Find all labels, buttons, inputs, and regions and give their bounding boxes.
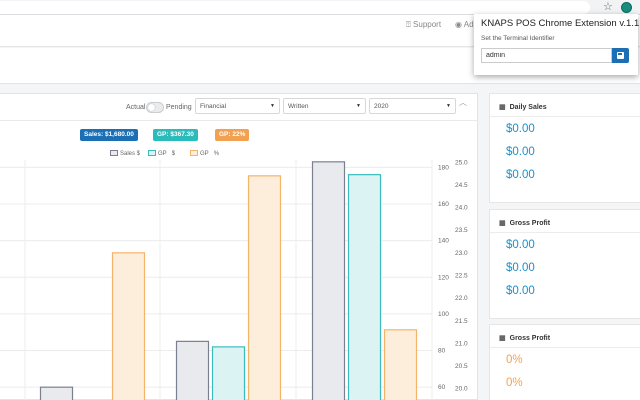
card-title: ▦ Gross Profit (499, 334, 550, 342)
y-left-tick-label: 120 (438, 274, 449, 281)
y-right-tick-label: 21.0 (455, 340, 468, 347)
card-title-text: Daily Sales (509, 104, 547, 111)
help-circle-icon: ⍰ (406, 20, 411, 29)
y-right-tick-label: 23.0 (455, 250, 468, 257)
browser-toolbar: ☆ (0, 0, 640, 15)
y-left-tick-label: 80 (438, 348, 446, 355)
card-value: $0.00 (506, 123, 535, 135)
y-left-tick-label: 180 (438, 164, 449, 171)
card-title: ▦ Daily Sales (499, 103, 547, 111)
summary-card: ▦ Daily Sales $0.00 $0.00 $0.00 (489, 93, 640, 203)
y-right-tick-label: 23.5 (455, 227, 468, 234)
card-value: 0% (506, 354, 523, 366)
y-left-tick-label: 140 (438, 238, 449, 245)
y-right-tick-label: 24.5 (455, 182, 468, 189)
extension-popup: KNAPS POS Chrome Extension v.1.1 Set the… (474, 14, 640, 75)
y-right-tick-label: 22.5 (455, 272, 468, 279)
legend-swatch (148, 150, 156, 156)
extension-icon[interactable] (621, 2, 632, 13)
admin-link[interactable]: ◉ Ad (455, 20, 474, 29)
bar-gp-dollar (347, 174, 382, 400)
legend-swatch (110, 150, 118, 156)
calendar-icon: ▦ (499, 335, 506, 342)
card-divider (490, 232, 640, 233)
gp-pct-badge: GP: 22% (215, 129, 250, 141)
caret-down-icon: ▼ (270, 103, 275, 109)
card-title: ▦ Gross Profit (499, 219, 550, 227)
actual-pending-toggle[interactable] (146, 102, 164, 113)
card-value: $0.00 (506, 239, 535, 251)
popup-title: KNAPS POS Chrome Extension v.1.1 (481, 18, 640, 29)
support-link[interactable]: ⍰ Support (406, 20, 442, 29)
legend-gp-pct[interactable]: GP % (190, 150, 219, 157)
terminal-id-input[interactable] (481, 48, 612, 63)
address-bar[interactable] (0, 1, 590, 14)
bar-sales (175, 340, 210, 400)
type-select[interactable]: Financial ▼ (195, 98, 280, 114)
card-divider (490, 116, 640, 117)
popup-subtitle: Set the Terminal Identifier (481, 35, 555, 42)
save-button[interactable] (612, 48, 629, 63)
summary-card: ▦ Gross Profit 0% 0% (489, 324, 640, 400)
year-select[interactable]: 2020 ▼ (369, 98, 456, 114)
y-right-tick-label: 24.0 (455, 205, 468, 212)
bookmark-star-icon[interactable]: ☆ (603, 1, 613, 13)
y-right-tick-label: 20.5 (455, 363, 468, 370)
user-circle-icon: ◉ (455, 20, 462, 29)
bar-gp-pct (111, 252, 146, 400)
y-right-tick-label: 22.0 (455, 295, 468, 302)
card-divider (490, 347, 640, 348)
bar-gp-dollar (211, 346, 246, 400)
card-title-text: Gross Profit (509, 220, 551, 227)
card-value: $0.00 (506, 146, 535, 158)
legend-gp-dollar[interactable]: GP $ (148, 150, 175, 157)
y-left-tick-label: 60 (438, 384, 446, 391)
y-right-tick-label: 21.5 (455, 318, 468, 325)
y-left-tick-label: 160 (438, 201, 449, 208)
card-value: $0.00 (506, 262, 535, 274)
panel-divider (0, 120, 478, 121)
sales-badge: Sales: $1,680.00 (80, 129, 138, 141)
save-disk-icon (617, 52, 624, 59)
card-value: 0% (506, 377, 523, 389)
toggle-pending-label: Pending (166, 104, 192, 111)
card-title-text: Gross Profit (509, 335, 551, 342)
calendar-icon: ▦ (499, 104, 506, 111)
summary-card: ▦ Gross Profit $0.00 $0.00 $0.00 (489, 209, 640, 319)
y-right-tick-label: 20.0 (455, 386, 468, 393)
bar-sales (311, 161, 346, 400)
card-value: $0.00 (506, 169, 535, 181)
bar-gp-pct (247, 175, 282, 400)
gp-dollar-badge: GP: $367.30 (153, 129, 198, 141)
bar-sales (39, 386, 74, 400)
toggle-actual-label: Actual (126, 104, 146, 111)
legend-swatch (190, 150, 198, 156)
calendar-icon: ▦ (499, 220, 506, 227)
y-right-tick-label: 25.0 (455, 159, 468, 166)
card-value: $0.00 (506, 285, 535, 297)
caret-down-icon: ▼ (356, 103, 361, 109)
y-left-tick-label: 100 (438, 311, 449, 318)
legend-sales[interactable]: Sales $ (110, 150, 140, 157)
caret-down-icon: ▼ (446, 103, 451, 109)
bar-gp-pct (383, 329, 418, 400)
status-select[interactable]: Written ▼ (283, 98, 366, 114)
bar-chart: 60 80 100 120 140 160 180 20.0 20.5 21.0 21.5 22.0 2… (0, 159, 468, 400)
collapse-chevron-icon[interactable]: ︿ (459, 98, 467, 107)
